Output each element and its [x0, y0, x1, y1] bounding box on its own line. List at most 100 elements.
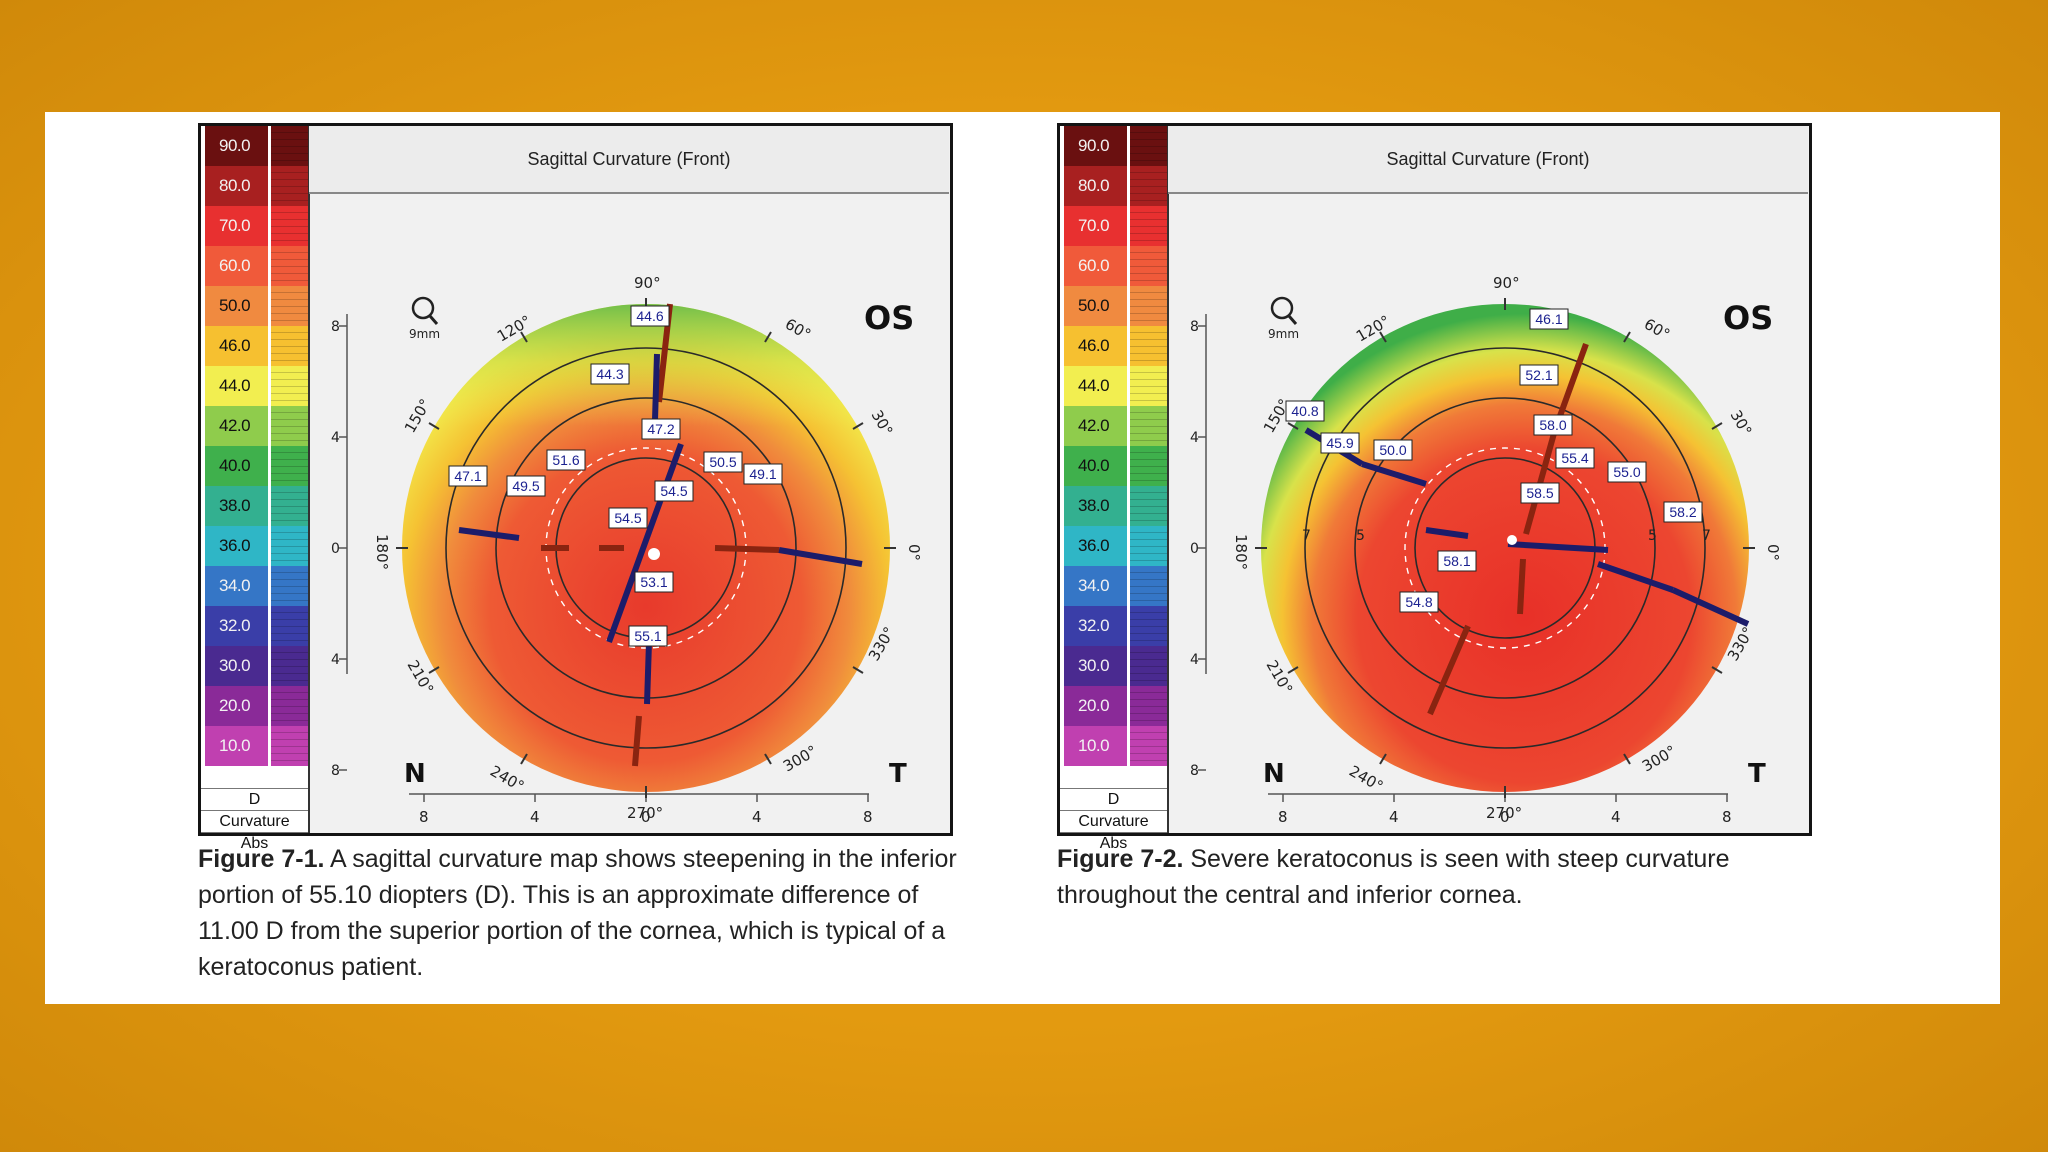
scale-value: 50.0	[205, 286, 268, 326]
temporal-label: T	[1748, 759, 1766, 789]
curvature-value-label: 49.5	[506, 475, 546, 497]
scale-value: 90.0	[1064, 126, 1127, 166]
paper-page: 90.0 80.0 70.0 60.0 50.0 46.0 44.0 42.0 40.0 38.0…	[45, 112, 2000, 1004]
curvature-value-label: 47.2	[641, 418, 681, 440]
meridian-markers	[458, 303, 863, 767]
scale-swatch	[271, 326, 308, 366]
scale-value: 30.0	[1064, 646, 1127, 686]
zoom-magnifier-icon[interactable]	[411, 296, 439, 325]
value-text: 55.1	[634, 628, 661, 644]
scale-swatch	[271, 526, 308, 566]
angle-label: 90°	[634, 274, 661, 292]
curvature-value-label: 55.4	[1555, 447, 1595, 469]
scale-value: 46.0	[1064, 326, 1127, 366]
scale-swatch	[1130, 326, 1167, 366]
scale-swatch	[1130, 166, 1167, 206]
x-tick: 8	[419, 808, 429, 826]
y-tick: 4	[331, 430, 340, 446]
angle-ticks	[1255, 298, 1755, 798]
scale-swatch	[1130, 526, 1167, 566]
scale-value: 50.0	[1064, 286, 1127, 326]
x-tick: 0	[641, 808, 651, 826]
scale-row: 38.0	[1060, 486, 1167, 526]
zoom-magnifier-icon[interactable]	[1270, 296, 1298, 325]
x-axis	[409, 793, 869, 802]
value-text: 46.1	[1535, 311, 1562, 327]
scale-swatch	[1130, 246, 1167, 286]
value-text: 58.0	[1539, 417, 1566, 433]
angle-label: 90°	[1493, 274, 1520, 292]
corneal-map: 8 4 0 4 8 8 4 0 4 8	[1190, 274, 1782, 826]
figure-caption: Figure 7-1. A sagittal curvature map sho…	[198, 841, 968, 985]
nasal-label: N	[404, 759, 426, 789]
caption-label: Figure 7-2.	[1057, 845, 1184, 873]
scale-value: 34.0	[1064, 566, 1127, 606]
scale-swatch	[271, 446, 308, 486]
scale-value: 60.0	[1064, 246, 1127, 286]
map-title: Sagittal Curvature (Front)	[309, 126, 949, 194]
x-tick: 8	[863, 808, 873, 826]
scale-row: 30.0	[201, 646, 308, 686]
scale-swatch	[1130, 446, 1167, 486]
value-text: 58.1	[1443, 553, 1470, 569]
scale-value: 90.0	[205, 126, 268, 166]
scale-value: 44.0	[1064, 366, 1127, 406]
value-text: 55.0	[1613, 464, 1640, 480]
curvature-value-label: 50.5	[703, 451, 743, 473]
angle-label: 0°	[1764, 544, 1782, 561]
curvature-value-label: 54.8	[1399, 591, 1439, 613]
color-scale-legend: 90.0 80.0 70.0 60.0 50.0 46.0 44.0 42.0 40.0 38.0…	[201, 126, 310, 852]
scale-swatch	[1130, 566, 1167, 606]
scale-value: 42.0	[205, 406, 268, 446]
value-text: 55.4	[1561, 450, 1588, 466]
scale-row: 90.0	[1060, 126, 1167, 166]
x-tick: 4	[752, 808, 762, 826]
x-axis	[1268, 793, 1728, 802]
scale-value: 32.0	[205, 606, 268, 646]
curvature-value-label: 54.5	[654, 480, 694, 502]
scale-value: 44.0	[205, 366, 268, 406]
value-text: 50.5	[709, 454, 736, 470]
scale-footer-label: D	[1060, 788, 1167, 811]
caption-label: Figure 7-1.	[198, 845, 325, 873]
curvature-value-label: 44.6	[630, 305, 670, 327]
scale-swatch	[271, 606, 308, 646]
scale-value: 70.0	[1064, 206, 1127, 246]
scale-footer-label: Abs	[1060, 832, 1167, 855]
ring-label: 7	[1302, 528, 1311, 544]
scale-row: 80.0	[201, 166, 308, 206]
scale-value: 36.0	[1064, 526, 1127, 566]
eye-label: OS	[864, 299, 914, 337]
scale-value: 60.0	[205, 246, 268, 286]
zoom-label: 9mm	[1268, 327, 1299, 341]
scale-row: 40.0	[201, 446, 308, 486]
scale-row: 90.0	[201, 126, 308, 166]
curvature-value-label: 54.5	[608, 507, 648, 529]
scale-value: 40.0	[205, 446, 268, 486]
scale-value: 46.0	[205, 326, 268, 366]
scale-row: 50.0	[1060, 286, 1167, 326]
curvature-value-label: 50.0	[1373, 439, 1413, 461]
value-text: 52.1	[1525, 367, 1552, 383]
value-text: 54.5	[614, 510, 641, 526]
scale-value: 38.0	[205, 486, 268, 526]
curvature-value-label: 44.3	[590, 363, 630, 385]
scale-swatch	[271, 686, 308, 726]
scale-value: 38.0	[1064, 486, 1127, 526]
ring-label: 5	[1648, 528, 1657, 544]
scale-value: 30.0	[205, 646, 268, 686]
scale-value: 36.0	[205, 526, 268, 566]
scale-value: 10.0	[1064, 726, 1127, 766]
scale-row: 70.0	[201, 206, 308, 246]
curvature-value-label: 40.8	[1285, 400, 1325, 422]
value-text: 53.1	[640, 574, 667, 590]
angle-ticks	[396, 298, 896, 798]
corneal-map: 8 4 0 4 8 8 4 0 4 8	[331, 274, 923, 826]
scale-row: 34.0	[1060, 566, 1167, 606]
scale-swatch	[271, 406, 308, 446]
angle-label: 180°	[1232, 534, 1250, 570]
scale-footer-label: D	[201, 788, 308, 811]
scale-row: 70.0	[1060, 206, 1167, 246]
scale-value: 40.0	[1064, 446, 1127, 486]
scale-swatch	[1130, 366, 1167, 406]
